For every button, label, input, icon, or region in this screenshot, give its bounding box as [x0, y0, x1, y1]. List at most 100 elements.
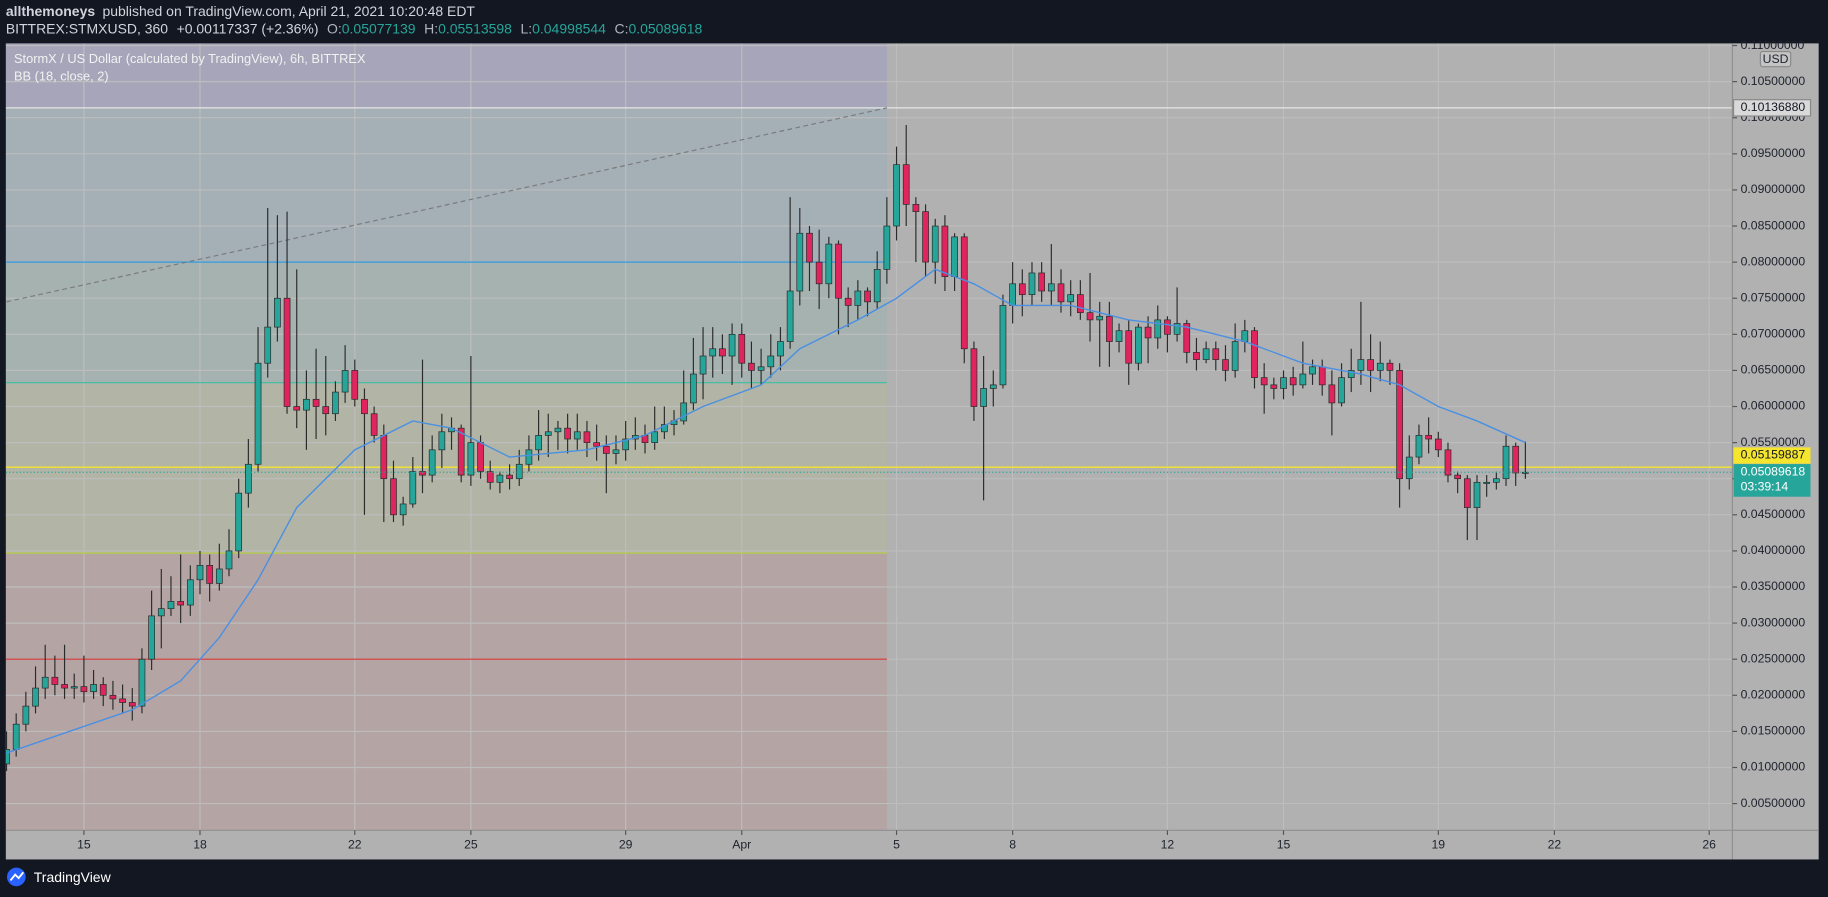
candle-body	[583, 431, 591, 443]
x-tick-label: 18	[193, 838, 207, 852]
candle-body	[554, 427, 562, 433]
candle-body	[1251, 330, 1258, 378]
candle-body	[303, 398, 310, 411]
candle-body	[399, 503, 407, 516]
candle-body	[525, 449, 533, 465]
candle-body	[370, 413, 378, 436]
candle-body	[41, 676, 49, 689]
candle-body	[699, 355, 707, 375]
candle-body	[1328, 384, 1336, 404]
indicator-line	[6, 268, 1526, 754]
candle-body	[709, 348, 717, 357]
candle-body	[922, 211, 929, 263]
candle-body	[1086, 312, 1094, 321]
candle-body	[951, 236, 958, 277]
candle-body	[419, 471, 426, 476]
y-tick-label: 0.03500000	[1741, 579, 1806, 593]
candle-body	[506, 474, 513, 480]
author: allthemoneys	[6, 3, 96, 19]
candle-body	[215, 568, 223, 584]
candle-body	[332, 391, 339, 415]
y-tick-label: 0.06000000	[1741, 399, 1806, 413]
candle-body	[1241, 330, 1249, 342]
candle-body	[22, 705, 30, 725]
open-label: O:	[327, 20, 342, 36]
candle-body	[1154, 319, 1162, 339]
candle-body	[274, 297, 281, 328]
candle-body	[225, 550, 233, 570]
candle-body	[1106, 315, 1113, 342]
level-tag: 0.10136880	[1741, 100, 1806, 114]
candle-body	[1144, 326, 1152, 339]
candle-body	[661, 424, 668, 433]
candle-body	[1289, 377, 1297, 386]
x-tick-label: 15	[1277, 838, 1291, 852]
candle-body	[12, 723, 20, 750]
fib-zone	[5, 659, 887, 831]
axis-unit: USD	[1763, 52, 1789, 66]
y-tick-label: 0.07000000	[1741, 327, 1806, 341]
candle-body	[1231, 341, 1239, 371]
candle-body	[806, 232, 813, 263]
candle-body	[1299, 373, 1307, 386]
candle-body	[680, 402, 688, 422]
candle-body	[1077, 294, 1084, 314]
candle-body	[893, 164, 900, 227]
candle-body	[119, 698, 126, 703]
candle-body	[322, 406, 330, 415]
candle-body	[1047, 283, 1055, 292]
y-tick-label: 0.09500000	[1741, 146, 1806, 160]
candle-body	[467, 442, 475, 476]
candle-body	[206, 564, 214, 584]
fib-zone	[5, 43, 887, 108]
candle-body	[312, 398, 320, 407]
candle-body	[1212, 348, 1220, 360]
candle-body	[1270, 384, 1278, 389]
candle-body	[1318, 366, 1326, 386]
x-tick-label: 19	[1431, 838, 1445, 852]
candle-body	[1067, 294, 1075, 303]
candle-body	[1502, 445, 1510, 480]
x-tick-label: 22	[1548, 838, 1562, 852]
candle-body	[235, 492, 243, 552]
candle-body	[457, 427, 465, 476]
candle-body	[186, 579, 194, 606]
candle-body	[1454, 474, 1462, 480]
candle-body	[777, 341, 784, 357]
candle-body	[1018, 283, 1026, 295]
candle-body	[1357, 359, 1365, 371]
indicator-legend: BB (18, close, 2)	[14, 69, 109, 84]
candle-body	[1193, 352, 1200, 360]
candle-body	[1463, 478, 1471, 508]
candle-body	[1309, 366, 1316, 375]
candle-body	[1386, 362, 1394, 371]
candle-body	[128, 702, 136, 707]
candle-body	[883, 225, 891, 270]
candle-body	[1512, 445, 1520, 474]
candle-body	[428, 449, 436, 476]
candle-body	[757, 366, 765, 371]
trendline	[6, 107, 887, 303]
candle-body	[912, 204, 920, 212]
candle-body	[844, 297, 852, 306]
candle-body	[1202, 348, 1210, 360]
x-tick-label: 26	[1702, 838, 1716, 852]
fib-zone	[5, 553, 887, 660]
candle-body	[1396, 370, 1403, 480]
candle-body	[341, 370, 349, 393]
hline-tag: 0.05159887	[1741, 448, 1806, 462]
candle-body	[515, 463, 523, 480]
y-tick-label: 0.00500000	[1741, 796, 1806, 810]
x-tick-label: 8	[1009, 838, 1016, 852]
candle-body	[148, 615, 155, 660]
candle-body	[1057, 283, 1065, 303]
candle-body	[409, 471, 417, 505]
candle-body	[486, 471, 494, 483]
candle-body	[815, 261, 823, 285]
candle-body	[61, 684, 68, 689]
candle-body	[999, 305, 1007, 386]
x-tick-label: 5	[893, 838, 900, 852]
candle-body	[902, 164, 910, 205]
candle-body	[1493, 478, 1500, 483]
candle-body	[931, 225, 939, 263]
